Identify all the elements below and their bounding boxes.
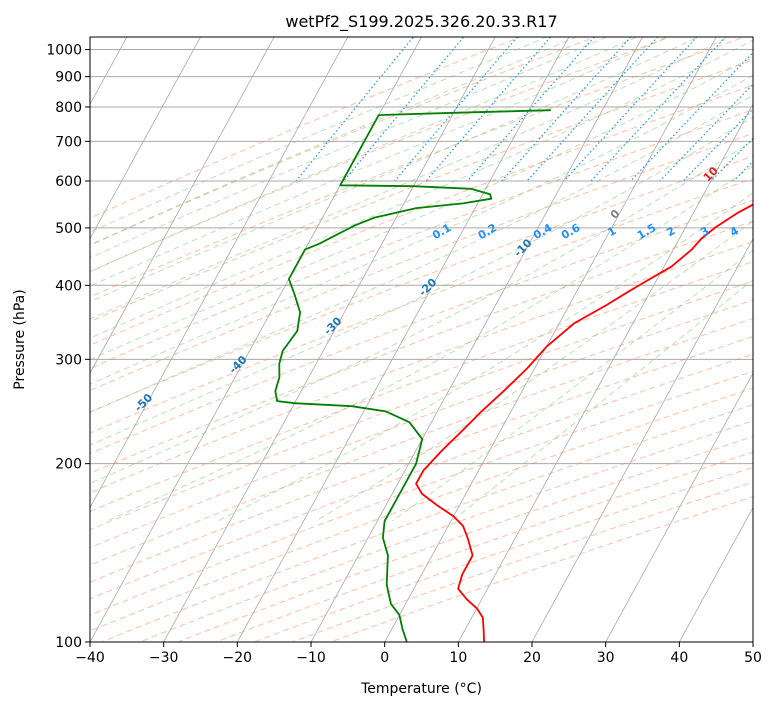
isotherm-15: [531, 237, 753, 642]
sounding-series: [274, 109, 753, 642]
moist-adiabat-1: [90, 37, 578, 246]
y-tick-label-9: 1000: [46, 43, 82, 59]
isotherm-6: [90, 37, 201, 240]
y-tick-label-3: 400: [55, 278, 82, 294]
dry-adiabat-2: [90, 37, 672, 273]
x-tick-label-9: 50: [744, 650, 762, 666]
moist-adiabat-11: [90, 116, 753, 446]
chart-title: wetPf2_S199.2025.326.20.33.R17: [285, 12, 557, 32]
dry-adiabat-14: [90, 280, 753, 531]
dry-adiabat-7: [90, 132, 753, 392]
isotherm-8: [90, 37, 349, 509]
y-tick-label-1: 200: [55, 457, 82, 473]
dry-adiabat-9: [90, 178, 753, 434]
y-tick-label-8: 900: [55, 70, 82, 86]
x-tick-label-1: −30: [149, 650, 179, 666]
dry-adiabat-lines: [90, 37, 753, 642]
x-tick-label-4: 0: [380, 650, 389, 666]
y-axis-title: Pressure (hPa): [12, 289, 28, 389]
y-tick-label-7: 800: [55, 100, 82, 116]
x-tick-label-0: −40: [75, 650, 105, 666]
moist-adiabat-9: [90, 74, 753, 385]
y-tick-label-4: 500: [55, 221, 82, 237]
dry-adiabat-16: [90, 317, 753, 566]
mixing-ratio-line-8: [590, 37, 727, 182]
x-tick-label-8: 40: [670, 650, 688, 666]
x-tick-label-6: 20: [523, 650, 541, 666]
moist-adiabat-10: [90, 94, 753, 413]
x-tick-label-7: 30: [597, 650, 615, 666]
dewpoint-line: [274, 109, 551, 642]
moist-adiabat-6: [90, 37, 730, 320]
axis-ticks: −40 −30 −20 −10 0 10 20 30 40 50 100 200 300 400 500 60…: [46, 43, 762, 666]
dry-adiabat-12: [90, 241, 753, 494]
moist-adiabat-lines: [90, 37, 753, 522]
y-tick-label-6: 700: [55, 134, 82, 150]
dry-adiabat-3: [90, 37, 746, 298]
isotherm-14: [457, 103, 753, 642]
dry-adiabat-1: [90, 37, 597, 247]
isobar-gridlines: [90, 49, 753, 642]
plot-background: [90, 37, 753, 642]
moist-adiabat-8: [90, 56, 753, 361]
plot-frame: [89, 36, 754, 643]
mixing-ratio-line-10: [659, 83, 753, 182]
dry-adiabat-11: [90, 220, 753, 474]
x-tick-label-2: −20: [223, 650, 253, 666]
moist-adiabat-5: [90, 37, 699, 303]
x-tick-label-5: 10: [449, 650, 467, 666]
x-tick-label-3: −10: [296, 650, 326, 666]
mixing-ratio-line-4: [466, 37, 596, 182]
moist-adiabat-3: [90, 37, 639, 273]
y-tick-label-0: 100: [55, 635, 82, 651]
temperature-line: [415, 203, 753, 642]
moist-adiabat-12: [90, 140, 753, 484]
x-axis-title: Temperature (°C): [360, 681, 482, 697]
mixing-ratio-line-12: [710, 137, 753, 182]
moist-adiabat-7: [90, 39, 753, 339]
moist-adiabat-14: [217, 192, 753, 522]
dry-adiabat-19: [90, 370, 753, 616]
dry-adiabat-18: [90, 353, 753, 600]
y-tick-label-5: 600: [55, 174, 82, 190]
y-tick-label-2: 300: [55, 352, 82, 368]
isotherm-13: [384, 37, 717, 642]
isotherm-16: [605, 372, 753, 642]
moist-adiabat-0: [90, 37, 549, 233]
dry-adiabat-0: [90, 37, 522, 219]
moist-adiabat-2: [90, 37, 608, 259]
dry-adiabat-8: [90, 155, 753, 413]
plot-area: -100-90-80-70-60-50-40-30-20-10010203040…: [90, 37, 753, 642]
mixing-ratio-line-5: [501, 37, 632, 182]
isotherm-7: [90, 37, 275, 374]
mixing-ratio-line-9: [630, 51, 753, 182]
isotherm-17: [678, 506, 753, 642]
mixing-ratio-lines: [295, 37, 753, 182]
moist-adiabat-15: [315, 220, 753, 522]
moist-adiabat-13: [106, 165, 753, 522]
mixing-ratio-line-2: [394, 37, 519, 182]
